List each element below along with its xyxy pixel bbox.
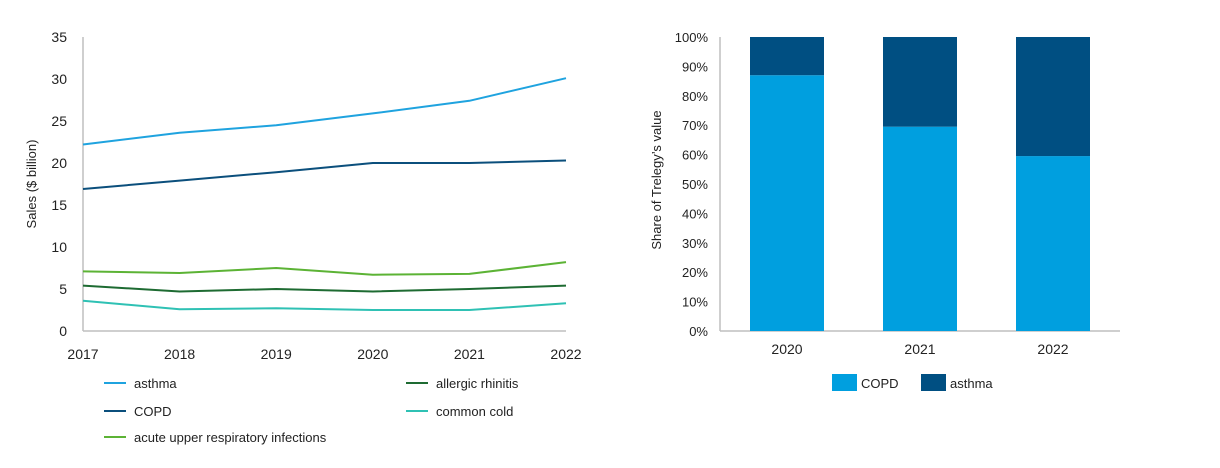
series-line-common-cold bbox=[82, 299, 567, 311]
y-tick-label: 10% bbox=[682, 295, 708, 310]
y-tick-label: 50% bbox=[682, 177, 708, 192]
x-tick-label: 2018 bbox=[164, 346, 195, 362]
bar-copd-2022 bbox=[1016, 156, 1090, 331]
legend-label: COPD bbox=[861, 376, 899, 391]
legend-label: asthma bbox=[950, 376, 993, 391]
series-line-asthma bbox=[82, 77, 567, 146]
bar-asthma-2022 bbox=[1016, 37, 1090, 157]
y-tick-label: 35 bbox=[51, 29, 67, 45]
legend-label: acute upper respiratory infections bbox=[134, 430, 327, 445]
y-tick-label: 30% bbox=[682, 236, 708, 251]
y-tick-label: 70% bbox=[682, 118, 708, 133]
x-tick-label: 2020 bbox=[771, 341, 802, 357]
bar-copd-2021 bbox=[883, 126, 957, 331]
y-tick-label: 25 bbox=[51, 113, 67, 129]
legend-swatch bbox=[921, 374, 946, 391]
x-tick-label: 2021 bbox=[904, 341, 935, 357]
line-chart: 0 5 10 15 20 25 30 35 2017 2018 2019 2020 2021 2022 Sa… bbox=[24, 29, 582, 445]
y-tick-label: 20% bbox=[682, 265, 708, 280]
legend-swatch bbox=[832, 374, 857, 391]
x-tick-label: 2022 bbox=[1037, 341, 1068, 357]
stacked-bar-chart: 0% 10% 20% 30% 40% 50% 60% 70% 80% 90% 100% Share o… bbox=[649, 30, 1120, 391]
y-tick-label: 15 bbox=[51, 197, 67, 213]
bar-asthma-2021 bbox=[883, 37, 957, 127]
series-line-copd bbox=[82, 159, 567, 190]
series-line-acute-upper-respiratory-infections bbox=[82, 261, 567, 276]
x-tick-label: 2019 bbox=[261, 346, 292, 362]
legend-label: allergic rhinitis bbox=[436, 376, 519, 391]
y-tick-label: 10 bbox=[51, 239, 67, 255]
y-tick-label: 0% bbox=[689, 324, 708, 339]
legend-label: COPD bbox=[134, 404, 172, 419]
y-tick-label: 40% bbox=[682, 206, 708, 221]
legend-label: common cold bbox=[436, 404, 513, 419]
y-tick-label: 100% bbox=[675, 30, 709, 45]
series-line-allergic-rhinitis bbox=[82, 284, 567, 293]
y-tick-label: 5 bbox=[59, 281, 67, 297]
y-tick-label: 20 bbox=[51, 155, 67, 171]
y-axis-label: Sales ($ billion) bbox=[24, 140, 39, 229]
bar-asthma-2020 bbox=[750, 37, 824, 76]
y-tick-label: 30 bbox=[51, 71, 67, 87]
y-axis-label: Share of Trelegy’s value bbox=[649, 110, 664, 249]
x-tick-label: 2020 bbox=[357, 346, 388, 362]
x-tick-label: 2022 bbox=[550, 346, 581, 362]
x-tick-label: 2017 bbox=[67, 346, 98, 362]
y-tick-label: 0 bbox=[59, 323, 67, 339]
legend-label: asthma bbox=[134, 376, 177, 391]
bar-copd-2020 bbox=[750, 75, 824, 331]
x-tick-label: 2021 bbox=[454, 346, 485, 362]
y-tick-label: 80% bbox=[682, 89, 708, 104]
y-tick-label: 60% bbox=[682, 148, 708, 163]
y-tick-label: 90% bbox=[682, 59, 708, 74]
